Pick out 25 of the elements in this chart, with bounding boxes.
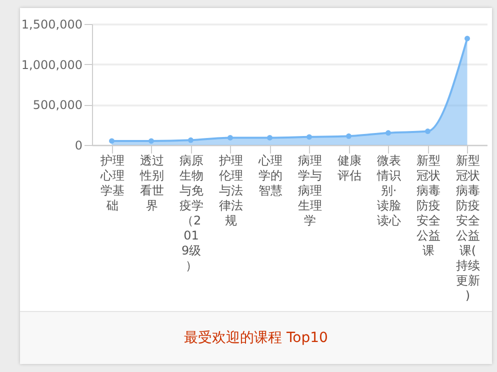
y-tick-label: 1,000,000: [21, 58, 82, 72]
point: [228, 135, 233, 140]
y-tick-label: 1,500,000: [21, 18, 82, 32]
x-tick-label: 护理伦理与法律法规: [218, 154, 243, 228]
point: [425, 128, 430, 134]
point: [267, 135, 272, 140]
x-tick-label: 透过性别看世界: [138, 154, 164, 212]
x-tick-label: 心理学的智慧: [257, 154, 282, 198]
x-tick-label: 健康评估: [337, 154, 362, 182]
point: [188, 137, 194, 143]
point: [464, 36, 470, 42]
point: [346, 133, 352, 139]
category-label: 新型冠状病毒防疫安全公益课(持续更新): [456, 154, 480, 302]
point: [148, 138, 154, 144]
point: [109, 138, 114, 144]
x-tick-label: 病理学与病理生理学: [298, 154, 322, 228]
x-tick-label: 病原生物与免疫学（2019级）: [179, 154, 204, 272]
text: 最受欢迎的课程 Top10: [20, 311, 492, 364]
x-tick-label: 微表情识别·读脸读心: [376, 154, 401, 228]
x-tick-label: 护理心理学基础: [99, 154, 124, 212]
point: [306, 134, 312, 140]
y-tick-label: 500,000: [32, 98, 82, 112]
x-tick-label: 新型冠状病毒防疫安全公益课: [416, 154, 440, 258]
point: [386, 130, 391, 136]
y-tick-label: 0: [74, 138, 82, 152]
